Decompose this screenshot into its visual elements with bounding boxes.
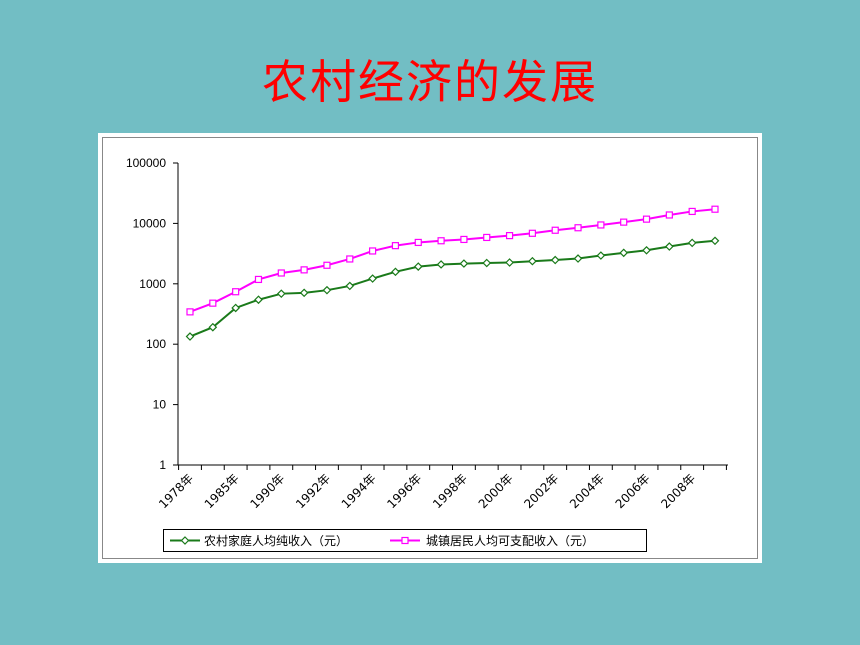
data-point bbox=[346, 255, 354, 263]
x-tick-labels: 1978年 1985年 1990年 1992年 1994年 1996年 1998年 2000年… bbox=[156, 471, 698, 511]
data-point bbox=[459, 259, 469, 268]
data-point bbox=[254, 295, 263, 305]
data-point bbox=[528, 256, 537, 266]
data-point bbox=[369, 247, 377, 255]
chart-axes bbox=[102, 137, 758, 559]
data-point bbox=[323, 261, 331, 269]
data-point bbox=[551, 226, 559, 234]
data-point bbox=[596, 251, 606, 260]
x-tick-label: 2006年 bbox=[613, 471, 653, 511]
data-point bbox=[232, 288, 240, 296]
x-tick-label: 1978年 bbox=[156, 471, 196, 511]
x-tick-label: 1985年 bbox=[202, 471, 242, 511]
data-point bbox=[185, 332, 195, 341]
x-tick-label: 1992年 bbox=[293, 471, 333, 511]
series-layer bbox=[185, 205, 720, 341]
x-tick-label: 2000年 bbox=[476, 471, 516, 511]
data-point bbox=[574, 224, 582, 232]
y-tick-label: 1 bbox=[159, 458, 166, 472]
x-tick-label: 2008年 bbox=[658, 471, 698, 511]
data-point bbox=[437, 237, 445, 245]
data-point bbox=[505, 258, 514, 267]
data-point bbox=[460, 235, 468, 244]
data-point bbox=[436, 260, 446, 269]
data-point bbox=[391, 242, 400, 250]
series-line bbox=[189, 239, 716, 338]
data-point bbox=[209, 299, 217, 307]
data-point bbox=[642, 245, 651, 255]
series-urban bbox=[186, 205, 719, 316]
data-point bbox=[619, 248, 629, 258]
legend-label: 农村家庭人均纯收入（元） bbox=[204, 533, 348, 548]
data-point bbox=[550, 255, 560, 265]
x-tick-label: 2002年 bbox=[521, 471, 561, 511]
data-point bbox=[597, 221, 605, 229]
legend-marker bbox=[401, 536, 409, 545]
series-line bbox=[189, 208, 716, 313]
data-point bbox=[505, 232, 514, 240]
data-point bbox=[711, 205, 719, 213]
data-point bbox=[300, 266, 308, 274]
legend: 农村家庭人均纯收入（元） 城镇居民人均可支配收入（元） bbox=[163, 529, 647, 552]
data-point bbox=[368, 274, 377, 283]
y-tick-labels: 100000 10000 1000 100 10 1 bbox=[126, 156, 166, 472]
data-point bbox=[413, 262, 423, 271]
data-point bbox=[664, 242, 674, 251]
data-point bbox=[276, 289, 286, 299]
chart-border bbox=[102, 137, 758, 559]
data-point bbox=[687, 238, 697, 248]
data-point bbox=[322, 285, 332, 295]
legend-marker bbox=[180, 536, 190, 545]
data-point bbox=[345, 281, 355, 291]
y-tick-label: 1000 bbox=[139, 277, 166, 291]
data-point bbox=[482, 258, 492, 268]
data-point bbox=[208, 322, 218, 332]
data-point bbox=[688, 207, 696, 216]
x-tick-label: 1994年 bbox=[339, 471, 379, 511]
y-tick-label: 100 bbox=[146, 337, 166, 351]
data-point bbox=[642, 215, 651, 223]
data-point bbox=[665, 211, 673, 219]
series-rural bbox=[185, 236, 720, 341]
data-point bbox=[391, 267, 400, 277]
x-tick-label: 1996年 bbox=[384, 471, 424, 511]
x-tick-label: 1990年 bbox=[247, 471, 287, 511]
data-point bbox=[414, 238, 422, 247]
data-point bbox=[277, 269, 285, 277]
y-tick-label: 10 bbox=[153, 398, 167, 412]
data-point bbox=[231, 303, 241, 313]
data-point bbox=[573, 254, 583, 263]
data-point bbox=[710, 236, 720, 246]
y-tick-label: 100000 bbox=[126, 156, 166, 170]
x-tick-label: 1998年 bbox=[430, 471, 470, 511]
slide-title: 农村经济的发展 bbox=[262, 55, 598, 109]
y-tick-label: 10000 bbox=[133, 216, 167, 230]
data-point bbox=[483, 233, 491, 242]
data-point bbox=[254, 275, 263, 284]
data-point bbox=[186, 308, 194, 316]
x-tick-label: 2004年 bbox=[567, 471, 607, 511]
data-point bbox=[299, 288, 309, 298]
data-point bbox=[620, 218, 628, 226]
legend-label: 城镇居民人均可支配收入（元） bbox=[426, 534, 594, 548]
data-point bbox=[528, 229, 536, 237]
chart-panel: 100000 10000 1000 100 10 1 1978年 1985年 1990年 199… bbox=[98, 133, 762, 563]
